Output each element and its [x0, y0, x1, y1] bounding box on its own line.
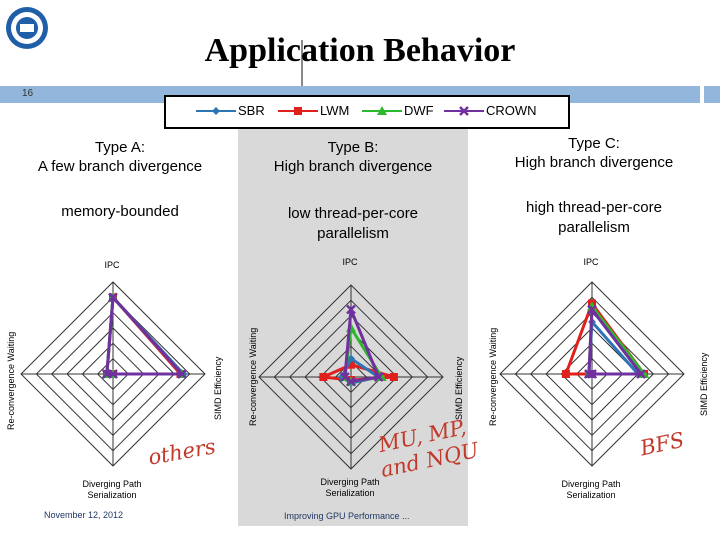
chart-a-left-label: Re-convergence Waiting	[6, 331, 16, 430]
chart-1-crown-point-3	[339, 372, 350, 382]
footer-title: Improving GPU Performance ...	[284, 511, 410, 521]
chart-legend: SBR LWM DWF CROWN	[164, 95, 570, 129]
slide-number: 16	[22, 88, 34, 99]
chart-a-right-label: SIMD Efficiency	[213, 356, 223, 420]
chart-2-series-crown	[587, 305, 645, 376]
header-bar-end	[704, 86, 720, 103]
type-c-prop-line1: high thread-per-core	[526, 199, 662, 216]
chart-0-crown-point-1	[177, 369, 187, 379]
footer-date: November 12, 2012	[44, 510, 124, 520]
chart-1-crown-point-1	[373, 372, 384, 382]
type-b-property: low thread-per-core parallelism	[250, 204, 456, 244]
chart-1-sbr-point-0	[347, 354, 355, 363]
chart-b-left-label: Re-convergence Waiting	[248, 327, 258, 426]
type-b-highlight	[238, 126, 468, 526]
chart-c-bottom-line2: Serialization	[566, 490, 616, 500]
chart-0-crown-point-0	[108, 292, 118, 303]
type-b-label: Type B:	[327, 139, 379, 156]
legend-label-crown: CROWN	[486, 103, 537, 118]
chart-a-bottom-line2: Serialization	[87, 490, 137, 500]
chart-1-lwm-point-1	[389, 373, 398, 381]
type-b-desc: High branch divergence	[273, 158, 433, 175]
chart-1-lwm-point-0	[347, 360, 355, 369]
chart-c-left-label: Re-convergence Waiting	[488, 327, 498, 426]
chart-c-right-label: SIMD Efficiency	[699, 352, 709, 416]
type-a-property: memory-bounded	[20, 202, 220, 222]
legend-item-lwm: LWM	[278, 103, 349, 118]
chart-1-crown-point-0	[346, 304, 356, 315]
type-c-property: high thread-per-core parallelism	[490, 198, 698, 238]
chart-c-bottom-line1: Diverging Path	[561, 479, 621, 489]
chart-2-crown-point-1	[636, 369, 646, 379]
chart-0-series-crown	[105, 293, 186, 376]
type-a-prop-line1: memory-bounded	[61, 203, 179, 220]
university-logo	[4, 4, 50, 52]
chart-2-crown-point-0	[587, 304, 597, 315]
type-c-prop-line2: parallelism	[558, 219, 630, 236]
chart-a-bottom-line1: Diverging Path	[82, 479, 142, 489]
type-a-heading: Type A: A few branch divergence	[20, 138, 220, 176]
legend-label-sbr: SBR	[238, 103, 265, 118]
chart-b-bottom-line1: Diverging Path	[320, 477, 380, 487]
chart-0-crown-point-3	[101, 369, 112, 379]
chart-a-ipc-label: IPC	[104, 260, 120, 270]
chart-0-series-lwm	[105, 293, 184, 376]
chart-2-lwm-point-3	[561, 370, 570, 378]
chart-c-ipc-label: IPC	[583, 257, 599, 267]
type-a-desc: A few branch divergence	[37, 158, 203, 175]
slide-title: Application Behavior	[204, 32, 516, 69]
legend-item-sbr: SBR	[196, 103, 265, 118]
type-b-prop-line2: parallelism	[317, 225, 389, 242]
type-c-heading: Type C: High branch divergence	[490, 134, 698, 172]
type-a-label: Type A:	[94, 139, 146, 156]
legend-label-lwm: LWM	[320, 103, 350, 118]
legend-item-crown: CROWN	[444, 103, 537, 118]
type-c-desc: High branch divergence	[514, 154, 674, 171]
legend-label-dwf: DWF	[404, 103, 434, 118]
chart-b-bottom-line2: Serialization	[325, 488, 375, 498]
chart-b-right-label: SIMD Efficiency	[454, 356, 464, 420]
chart-1-lwm-point-3	[319, 373, 328, 381]
legend-item-dwf: DWF	[362, 103, 434, 118]
chart-2-crown-point-2	[587, 369, 597, 379]
type-b-prop-line1: low thread-per-core	[287, 205, 419, 222]
chart-b-bottom-label: Diverging Path Serialization	[300, 477, 400, 499]
type-b-heading: Type B: High branch divergence	[250, 138, 456, 176]
chart-c-bottom-label: Diverging Path Serialization	[541, 479, 641, 501]
chart-2-crown-point-3	[584, 369, 594, 379]
type-c-label: Type C:	[568, 135, 620, 152]
title-divider-line	[301, 40, 303, 100]
chart-a-bottom-label: Diverging Path Serialization	[62, 479, 162, 501]
chart-b-ipc-label: IPC	[342, 257, 358, 267]
